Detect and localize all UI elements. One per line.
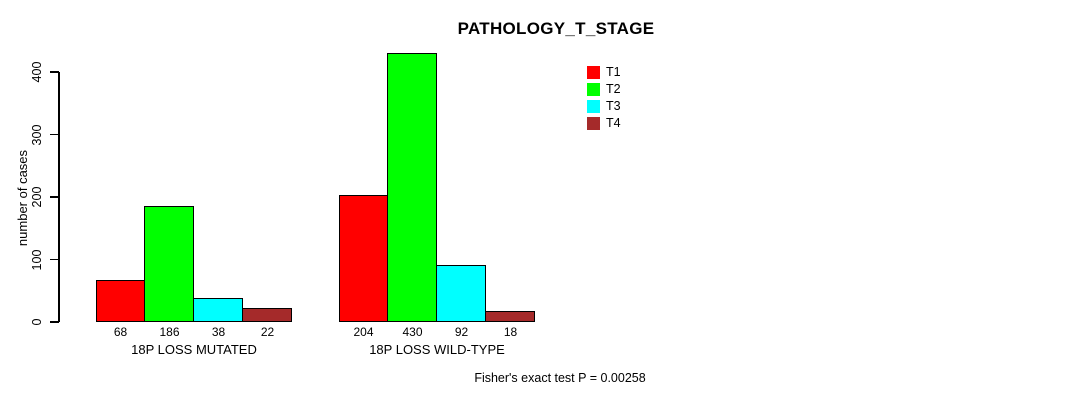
chart-title: PATHOLOGY_T_STAGE: [457, 19, 655, 38]
bar-t3-group1: [192, 298, 243, 322]
y-axis-tick-label: 200: [30, 186, 44, 208]
x-category-label: 18P LOSS WILD-TYPE: [369, 342, 505, 357]
bar-t3-group2: [435, 264, 486, 322]
legend-label-t3: T3: [606, 99, 621, 113]
y-axis-label: number of cases: [15, 149, 30, 247]
y-axis-tick: [50, 71, 59, 73]
bar-t1-group2: [339, 194, 388, 322]
y-axis-tick-label: 100: [30, 249, 44, 270]
bar-value-label: 38: [211, 325, 226, 339]
y-axis-tick-label: 300: [30, 124, 44, 145]
bar-value-label: 68: [113, 325, 128, 339]
bar-value-label: 22: [260, 325, 275, 339]
bar-t2-group2: [386, 53, 437, 322]
bar-value-label: 430: [402, 325, 423, 339]
legend-swatch-t1: [587, 66, 600, 79]
y-axis-tick: [50, 196, 59, 198]
legend-swatch-t4: [587, 117, 600, 130]
bar-value-label: 92: [454, 325, 469, 339]
x-category-label: 18P LOSS MUTATED: [131, 342, 257, 357]
y-axis-line: [58, 72, 60, 322]
bar-value-label: 18: [503, 325, 518, 339]
legend-item-t2: T2: [587, 83, 621, 96]
legend-label-t4: T4: [606, 116, 621, 130]
legend-label-t2: T2: [606, 82, 621, 96]
legend-item-t4: T4: [587, 117, 621, 130]
legend: T1 T2 T3 T4: [587, 66, 621, 130]
bar-value-label: 204: [353, 325, 374, 339]
legend-label-t1: T1: [606, 65, 621, 79]
bar-t1-group1: [96, 279, 145, 322]
legend-item-t1: T1: [587, 66, 621, 79]
legend-item-t3: T3: [587, 100, 621, 113]
y-axis-tick-label: 400: [30, 61, 44, 83]
y-axis-tick-label: 0: [30, 318, 44, 326]
legend-swatch-t3: [587, 100, 600, 113]
bar-t2-group1: [143, 205, 194, 322]
y-axis-tick: [50, 258, 59, 261]
annotation-text: Fisher's exact test P = 0.00258: [474, 371, 646, 385]
bar-t4-group1: [241, 308, 292, 322]
bar-value-label: 186: [159, 325, 180, 339]
bar-t4-group2: [484, 310, 535, 322]
y-axis-tick: [50, 133, 59, 136]
y-axis-tick: [50, 321, 59, 323]
legend-swatch-t2: [587, 83, 600, 96]
